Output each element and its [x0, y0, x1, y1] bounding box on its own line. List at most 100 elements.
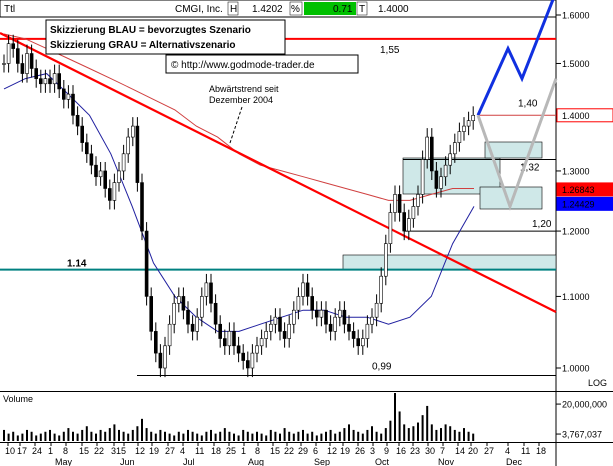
volume-bar [99, 429, 102, 441]
price-candle [347, 323, 351, 332]
price-candle [121, 153, 126, 172]
volume-bar [118, 429, 120, 441]
volume-bar [95, 433, 97, 441]
price-candle [393, 194, 397, 213]
volume-bar [444, 424, 447, 441]
legend-grey: Skizzierung GRAU = Alternativszenario [50, 40, 236, 51]
price-candle [241, 352, 245, 361]
volume-bar [76, 433, 79, 441]
day-label: 15 [79, 446, 89, 456]
volume-bar [260, 433, 263, 441]
scenario-sketches [476, 0, 558, 211]
y-tick-label: 1.5000 [562, 59, 590, 69]
volume-pane: Volume 20,000,000 3,767,037 [3, 393, 607, 441]
price-candle [457, 131, 462, 143]
scenario-legend: Skizzierung BLAU = bevorzugtes Szenario … [45, 19, 286, 55]
volume-bar [315, 435, 318, 441]
day-label: 22 [94, 446, 104, 456]
level-label-132: 1,32 [520, 162, 540, 173]
level-label-114: 1.14 [67, 259, 87, 270]
volume-bar [449, 426, 452, 441]
price-candle [452, 142, 457, 155]
date-axis: 10 17 24 1 8 15 22 31 5 12 19 27 4 11 18 25 1 8 15 22 29 6 12 1… [5, 442, 546, 466]
price-candle [181, 296, 186, 311]
price-candle [103, 170, 107, 189]
volume-bar [458, 431, 461, 441]
volume-bar [200, 435, 203, 441]
price-candle [112, 182, 117, 201]
month-label: Nov [438, 457, 455, 466]
volume-bar [412, 426, 415, 441]
volume-bar [338, 431, 341, 441]
price-candle [236, 345, 241, 354]
price-candle [255, 345, 259, 354]
price-badge-1 [556, 108, 613, 123]
price-candle [278, 316, 282, 332]
volume-bar [182, 433, 185, 441]
day-label: 1 [48, 446, 53, 456]
volume-bar [306, 433, 309, 441]
day-label: 24 [32, 446, 42, 456]
price-badge-value-2: 1.26843 [562, 185, 595, 195]
y-tick-label: 1.6000 [562, 11, 590, 21]
volume-bar [168, 433, 171, 441]
day-label: 14 [455, 446, 465, 456]
level-label-099: 0,99 [372, 362, 392, 373]
header-bar [0, 0, 557, 18]
watermark: © http://www.godmode-trader.de [165, 54, 359, 74]
volume-bar [154, 433, 157, 441]
day-label: 10 [5, 446, 15, 456]
day-label: 15 [270, 446, 280, 456]
price-candle [443, 164, 448, 178]
volume-bar [72, 431, 74, 441]
price-candle [379, 275, 384, 304]
day-label: 26 [355, 446, 365, 456]
price-candle [328, 323, 333, 332]
price-candle [360, 338, 365, 347]
price-candle [448, 153, 453, 166]
price-candle [397, 194, 402, 213]
price-candle [135, 125, 140, 183]
volume-bar [35, 435, 38, 441]
company-name: CMGI, Inc. [175, 4, 223, 15]
last-label: T [359, 4, 365, 15]
volume-title: Volume [3, 394, 33, 404]
volume-bar [214, 433, 217, 441]
price-candle [29, 53, 34, 69]
volume-bar [127, 433, 130, 441]
price-candle [57, 73, 62, 90]
pct-label: % [291, 4, 300, 15]
price-candle [89, 153, 94, 166]
volume-bar [311, 431, 314, 441]
volume-bars [3, 393, 475, 441]
price-candle [85, 142, 89, 155]
price-candle [213, 302, 218, 325]
volume-bar [398, 411, 401, 441]
day-label: 6 [313, 446, 318, 456]
price-candle [80, 125, 84, 143]
volume-bar [12, 431, 15, 441]
price-candle [420, 159, 425, 195]
pct-change-badge [304, 2, 356, 15]
volume-bar [256, 431, 258, 441]
volume-bar [85, 426, 88, 441]
volume-bar [67, 428, 70, 441]
volume-bar [49, 429, 51, 441]
price-candle [365, 323, 370, 339]
volume-bar [421, 415, 424, 441]
price-badge-value-3: 1.24429 [562, 199, 595, 209]
volume-bar [233, 433, 235, 441]
volume-bar [269, 429, 272, 441]
volume-bar [196, 433, 199, 441]
high-label: H [230, 4, 237, 15]
price-candle [154, 331, 158, 354]
volume-bar [210, 429, 212, 441]
volume-axis: 20,000,000 3,767,037 [556, 400, 607, 440]
volume-bar [292, 433, 295, 441]
day-label: 29 [298, 446, 308, 456]
volume-bar [283, 428, 286, 441]
price-candle [337, 309, 342, 318]
volume-bar [375, 431, 378, 441]
ticker-symbol: Ttl [4, 4, 15, 15]
volume-bar [242, 429, 245, 441]
